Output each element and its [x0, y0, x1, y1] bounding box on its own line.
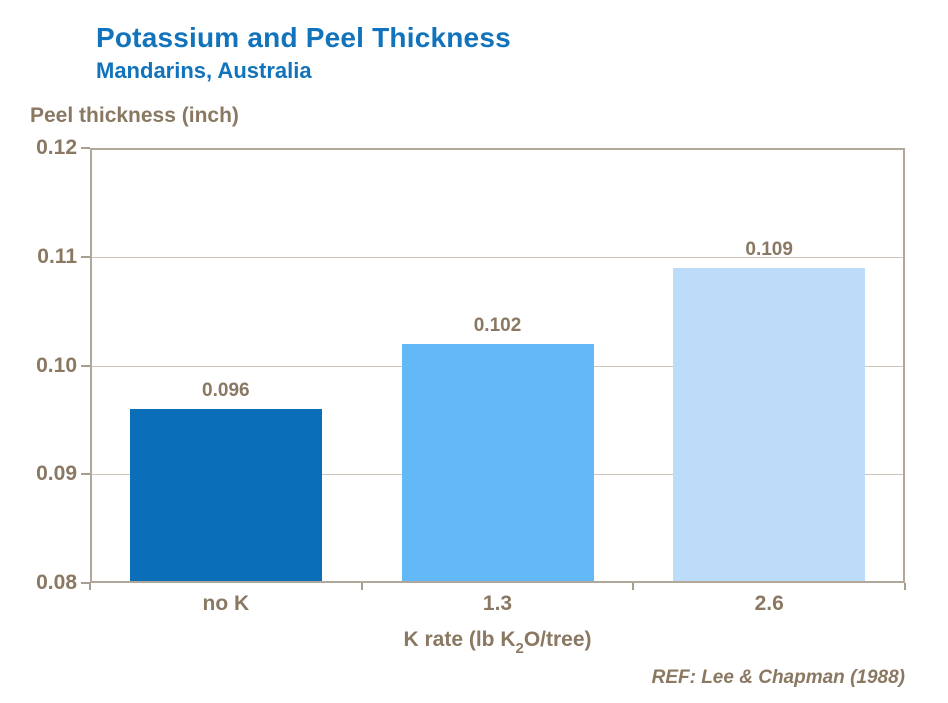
reference-text: REF: Lee & Chapman (1988)	[651, 667, 905, 688]
x-category-label: 1.3	[482, 592, 513, 615]
gridline	[92, 256, 903, 258]
x-category-labels: no K 1.3 2.6	[90, 592, 905, 616]
plot-area: 0.096 0.102 0.109	[90, 148, 905, 583]
y-tick-label: 0.12	[36, 136, 77, 159]
y-axis-title: Peel thickness (inch)	[30, 104, 239, 127]
x-category-label: 2.6	[754, 592, 784, 615]
bar	[401, 343, 594, 581]
x-category-label: no K	[202, 592, 250, 615]
y-tick-label: 0.11	[37, 244, 77, 268]
x-axis-title-prefix: K rate (lb K	[403, 628, 516, 651]
bar-value-label: 0.102	[473, 314, 522, 336]
y-tick-mark	[81, 473, 90, 476]
y-tick-mark	[81, 255, 90, 258]
bar-value-label: 0.096	[202, 380, 250, 401]
y-tick-mark	[81, 147, 90, 149]
y-tick-label: 0.10	[36, 353, 77, 377]
bar	[129, 409, 322, 581]
x-axis-title-subscript: 2	[515, 640, 524, 658]
y-tick-label: 0.09	[36, 462, 77, 486]
bar-value-label: 0.109	[745, 238, 793, 260]
x-tick-mark	[904, 583, 906, 590]
x-tick-mark	[632, 583, 635, 590]
chart-title: Potassium and Peel Thickness	[96, 22, 511, 53]
chart-subtitle: Mandarins, Australia	[96, 58, 312, 83]
x-axis-title: K rate (lb K2O/tree)	[90, 628, 905, 656]
x-axis-title-suffix: O/tree)	[523, 628, 592, 651]
y-tick-mark	[81, 582, 90, 584]
x-tick-mark	[89, 583, 91, 590]
bar	[673, 267, 866, 581]
x-tick-mark	[360, 583, 363, 590]
y-tick-label: 0.08	[36, 571, 77, 594]
y-tick-mark	[81, 364, 90, 367]
